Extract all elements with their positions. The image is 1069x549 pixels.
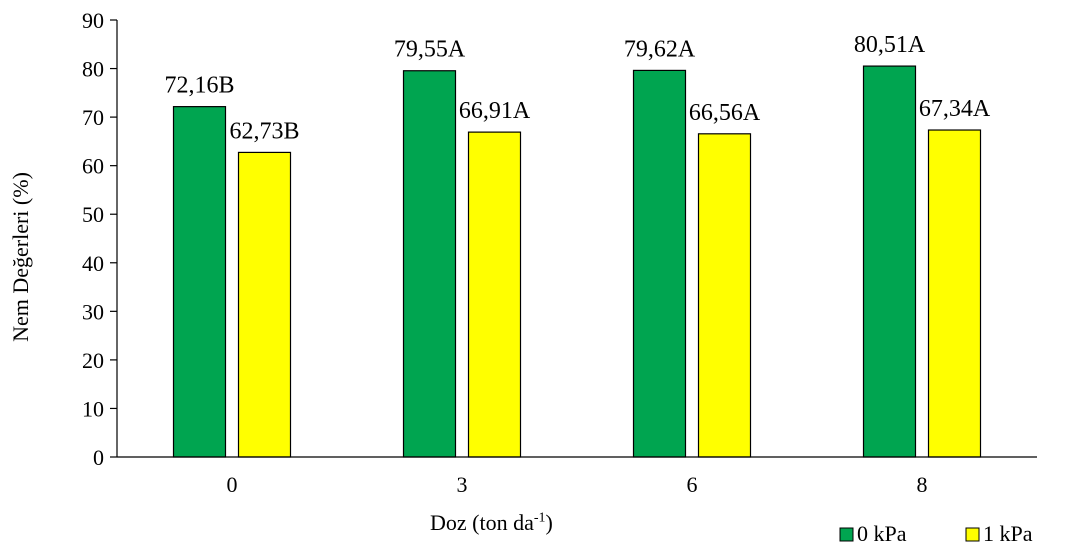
x-axis-title-close: ) — [545, 510, 553, 535]
y-tick-label: 80 — [82, 57, 104, 82]
x-tick-label: 3 — [457, 472, 468, 497]
bar-0-kpa-3 — [402, 70, 457, 458]
y-tick-label: 70 — [82, 105, 104, 130]
y-tick-label: 0 — [93, 445, 104, 470]
data-label: 62,73B — [229, 118, 299, 144]
y-tick-label: 50 — [82, 202, 104, 227]
legend-swatch — [965, 527, 980, 542]
data-label: 79,55A — [394, 37, 466, 63]
bar-1-kpa-8 — [927, 129, 982, 458]
legend: 0 kPa 1 kPa — [839, 521, 1033, 546]
x-tick-label: 8 — [917, 472, 928, 497]
legend-label: 1 kPa — [983, 521, 1033, 546]
data-label: 80,51A — [854, 32, 926, 58]
data-label: 66,91A — [459, 98, 531, 124]
ticks-group: 0 10 20 30 40 50 60 70 80 90 0 3 6 8 — [82, 8, 928, 497]
x-axis-title-main: Doz (ton da — [430, 510, 534, 535]
legend-swatch — [839, 527, 854, 542]
y-tick-label: 20 — [82, 348, 104, 373]
legend-label: 0 kPa — [857, 521, 907, 546]
x-tick-label: 0 — [227, 472, 238, 497]
data-label: 72,16B — [164, 73, 234, 99]
bar-1-kpa-6 — [697, 133, 752, 458]
bar-1-kpa-3 — [467, 131, 522, 458]
x-axis-title: Doz (ton da-1) — [430, 510, 553, 536]
data-label: 67,34A — [919, 96, 991, 122]
bar-1-kpa-0 — [237, 151, 292, 458]
y-tick-label: 10 — [82, 396, 104, 421]
data-label: 79,62A — [624, 36, 696, 62]
y-tick-label: 60 — [82, 154, 104, 179]
x-tick-label: 6 — [687, 472, 698, 497]
y-tick-label: 30 — [82, 299, 104, 324]
y-tick-label: 90 — [82, 8, 104, 33]
data-labels-group: 72,16B 62,73B 79,55A 66,91A 79,62A 66,56A 80,5… — [164, 32, 990, 144]
y-axis-title: Nem Değerleri (%) — [8, 172, 33, 342]
bars-group — [172, 65, 982, 458]
data-label: 66,56A — [689, 100, 761, 126]
x-axis-title-superscript: -1 — [533, 510, 546, 526]
bar-0-kpa-6 — [632, 69, 687, 458]
y-tick-label: 40 — [82, 251, 104, 276]
bar-0-kpa-0 — [172, 106, 227, 458]
bar-0-kpa-8 — [862, 65, 917, 458]
